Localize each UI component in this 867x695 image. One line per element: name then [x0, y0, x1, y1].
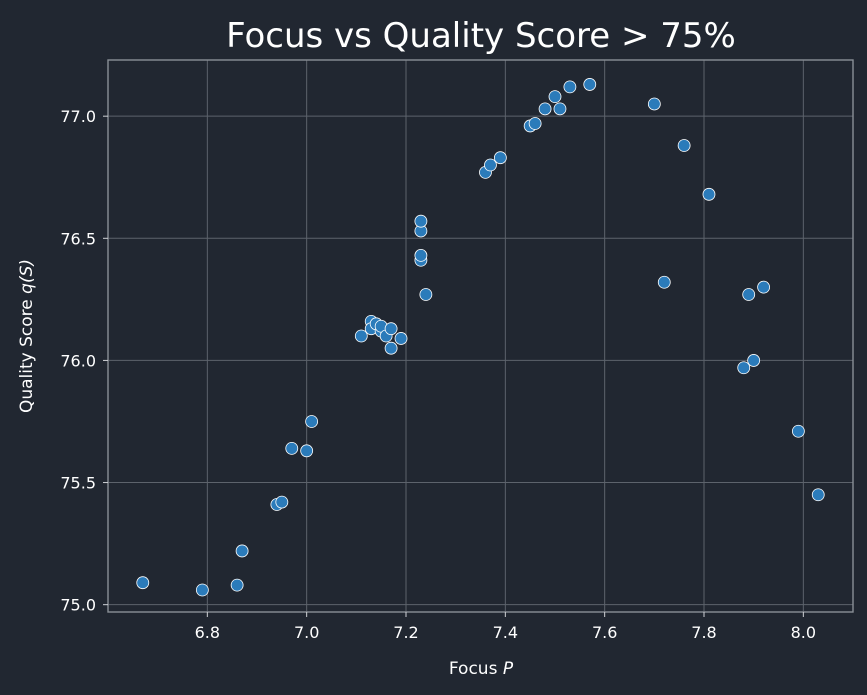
data-point: [553, 102, 567, 116]
data-point: [414, 248, 428, 262]
data-point: [484, 158, 497, 172]
x-tick-label: 7.2: [393, 623, 418, 642]
y-tick-label: 76.0: [60, 351, 96, 370]
data-point: [702, 187, 716, 201]
y-tick-label: 75.0: [60, 596, 96, 615]
data-point: [230, 578, 244, 592]
data-point: [657, 275, 671, 289]
data-point: [384, 341, 398, 355]
y-axis: 75.0 75.5 76.0 76.5 77.0: [60, 107, 108, 615]
data-points: [136, 78, 825, 597]
data-point: [384, 322, 398, 336]
chart-title: Focus vs Quality Score > 75%: [226, 16, 736, 56]
data-point: [414, 214, 428, 228]
data-point: [493, 151, 507, 165]
x-tick-label: 7.4: [493, 623, 518, 642]
data-point: [305, 415, 319, 428]
y-tick-label: 76.5: [60, 229, 96, 248]
x-tick-label: 7.8: [691, 623, 716, 642]
data-point: [811, 488, 825, 502]
data-point: [275, 495, 289, 509]
y-tick-label: 75.5: [60, 474, 96, 493]
grid: [108, 60, 853, 612]
x-tick-label: 7.0: [294, 623, 319, 642]
data-point: [285, 441, 299, 455]
data-point: [757, 280, 770, 294]
data-point: [548, 90, 562, 104]
data-point: [354, 329, 368, 343]
data-point: [235, 544, 249, 558]
data-point: [742, 288, 756, 301]
x-axis-label: Focus P: [449, 659, 514, 679]
data-point: [563, 80, 577, 94]
x-tick-label: 8.0: [791, 623, 816, 642]
data-point: [300, 444, 314, 458]
plot-frame: [107, 59, 854, 613]
data-point: [677, 139, 691, 152]
y-tick-label: 77.0: [60, 107, 96, 126]
y-axis-label: Quality Score q(S): [17, 259, 37, 413]
x-axis: 6.8 7.0 7.2 7.4 7.6 7.8 8.0: [195, 612, 816, 642]
data-point: [583, 78, 597, 91]
data-point: [747, 354, 761, 367]
x-tick-label: 7.6: [592, 623, 617, 642]
data-point: [647, 97, 661, 111]
data-point: [136, 576, 150, 590]
data-point: [195, 583, 209, 597]
data-point: [737, 361, 751, 375]
x-tick-label: 6.8: [195, 623, 220, 642]
data-point: [538, 102, 552, 116]
data-point: [528, 117, 542, 130]
data-point: [791, 424, 805, 438]
data-point: [419, 288, 433, 301]
data-point: [394, 332, 408, 345]
